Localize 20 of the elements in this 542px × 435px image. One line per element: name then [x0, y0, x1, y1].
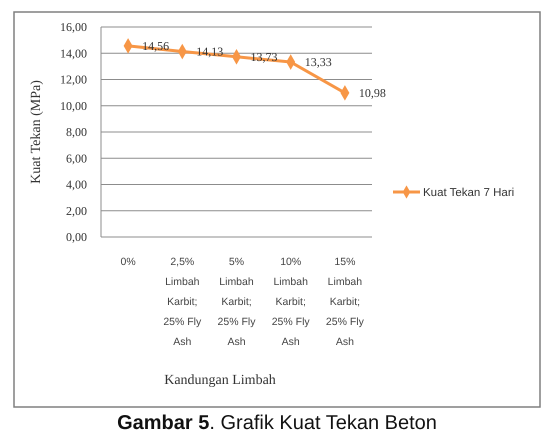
y-tick-label: 12,00 — [60, 72, 87, 86]
x-tick-label: 5% Limbah Karbit; 25% Fly Ash — [218, 256, 256, 348]
y-tick-label: 0,00 — [66, 230, 87, 244]
y-axis-title: Kuat Tekan (MPa) — [29, 80, 44, 184]
y-tick-label: 10,00 — [60, 98, 87, 113]
y-tick-label: 16,00 — [60, 20, 87, 34]
x-tick-label: 15% Limbah Karbit; 25% Fly Ash — [326, 256, 365, 348]
y-tick-label: 6,00 — [66, 151, 87, 166]
data-label: 10,98 — [358, 86, 386, 100]
y-tick-label: 2,00 — [66, 204, 87, 218]
y-tick-label: 4,00 — [66, 178, 87, 192]
x-tick-label: 10% Limbah Karbit; 25% Fly Ash — [272, 256, 310, 348]
legend-label: Kuat Tekan 7 Hari — [423, 187, 514, 199]
data-label: 13,33 — [304, 55, 332, 70]
x-axis-title: Kandungan Limbah — [164, 373, 276, 388]
y-tick-label: 14,00 — [60, 46, 87, 60]
y-tick-label: 8,00 — [66, 125, 87, 139]
x-tick-label: 2,5% Limbah Karbit; 25% Fly Ash — [163, 256, 202, 348]
text: Gambar 5. Grafik Kuat Tekan Beton — [117, 412, 437, 434]
x-tick-label: 0% — [120, 256, 136, 268]
